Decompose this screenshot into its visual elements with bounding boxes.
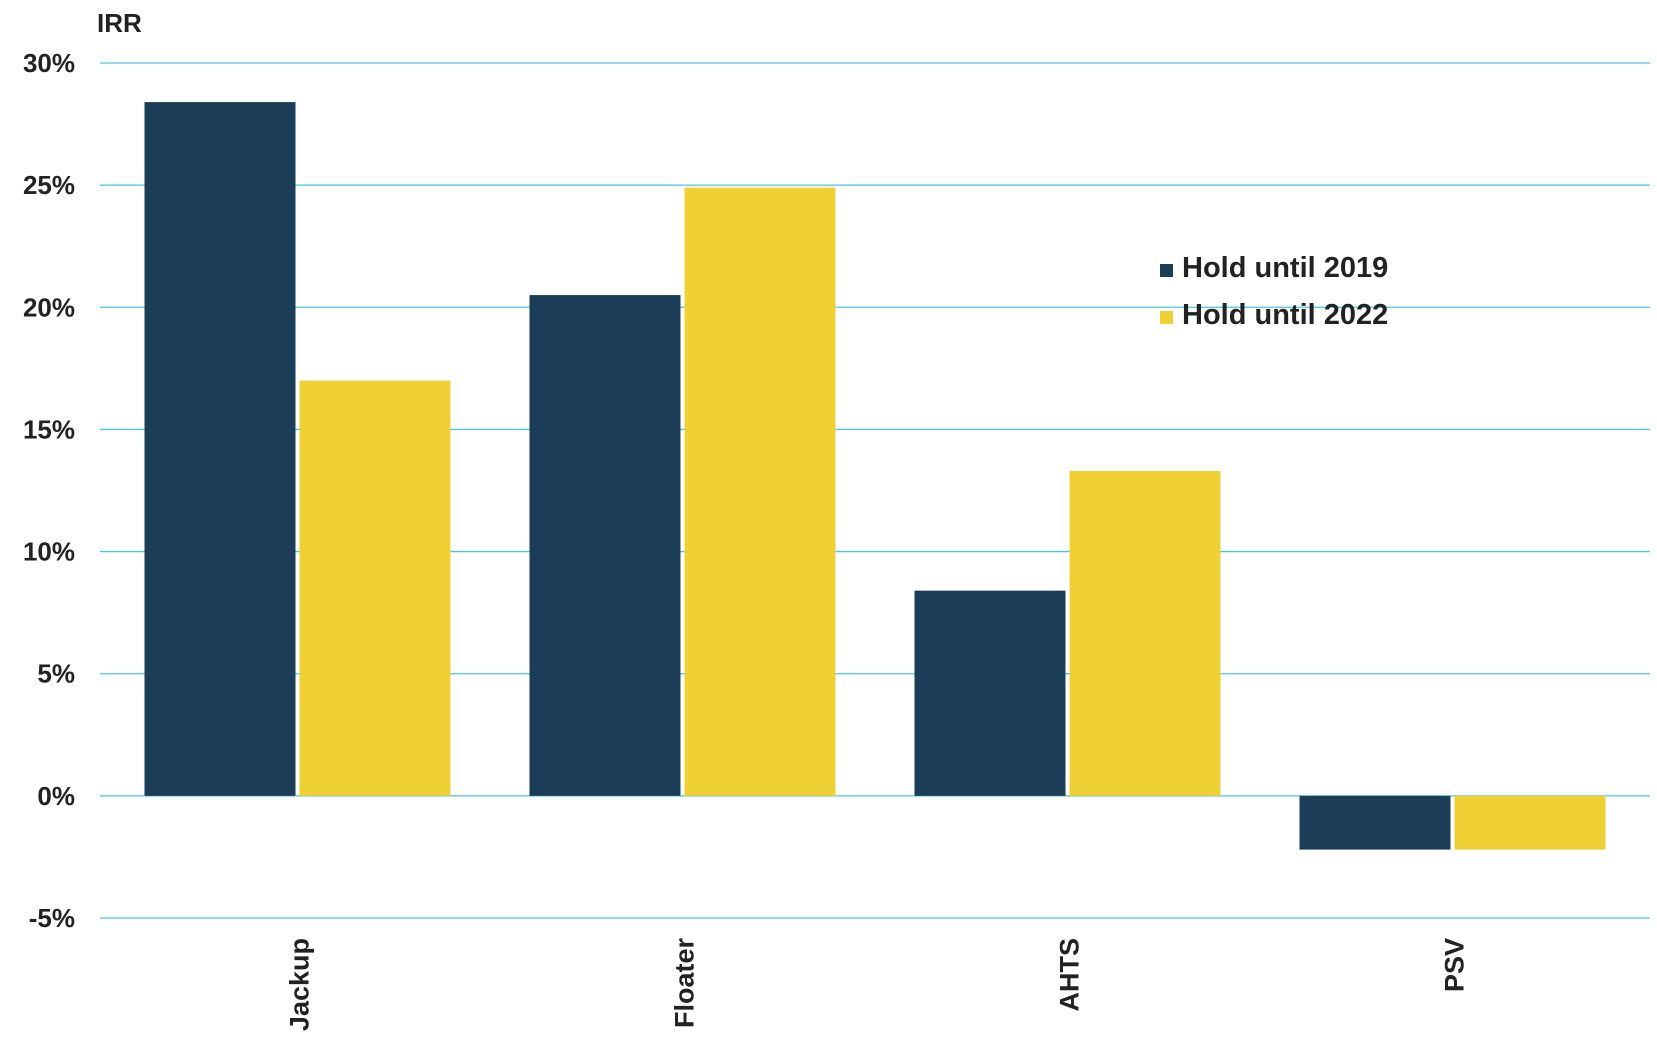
legend-swatch (1160, 264, 1173, 277)
legend-label: Hold until 2019 (1182, 252, 1388, 284)
bar-ahts-series-2 (1069, 470, 1221, 796)
bar-floater-series-1 (529, 295, 681, 796)
x-category-label: Floater (670, 938, 700, 1029)
y-tick-label: 20% (23, 292, 75, 322)
legend-label: Hold until 2022 (1182, 299, 1388, 331)
bar-psv-series-1 (1299, 795, 1451, 850)
bar-floater-series-2 (684, 187, 836, 796)
y-axis-label: IRR (97, 8, 142, 38)
y-axis-ticks: 30% 25% 20% 15% 10% 5% 0% -5% (23, 48, 75, 933)
bar-ahts-series-1 (914, 590, 1066, 796)
legend: Hold until 2019 Hold until 2022 (1160, 252, 1388, 331)
x-axis-categories: Jackup Floater AHTS PSV (285, 938, 1470, 1032)
y-tick-label: 30% (23, 48, 75, 78)
y-tick-label: 25% (23, 170, 75, 200)
y-tick-label: 0% (37, 781, 75, 811)
legend-swatch (1160, 311, 1173, 324)
bar-psv-series-2 (1454, 795, 1606, 850)
bar-jackup-series-2 (299, 380, 451, 796)
x-category-label: AHTS (1055, 938, 1085, 1012)
x-category-label: PSV (1440, 938, 1470, 992)
y-tick-label: 5% (37, 659, 75, 689)
bar-jackup-series-1 (144, 102, 296, 796)
bars (144, 102, 1606, 850)
y-tick-label: 10% (23, 537, 75, 567)
y-tick-label: -5% (29, 903, 75, 933)
x-category-label: Jackup (285, 938, 315, 1031)
y-tick-label: 15% (23, 414, 75, 444)
